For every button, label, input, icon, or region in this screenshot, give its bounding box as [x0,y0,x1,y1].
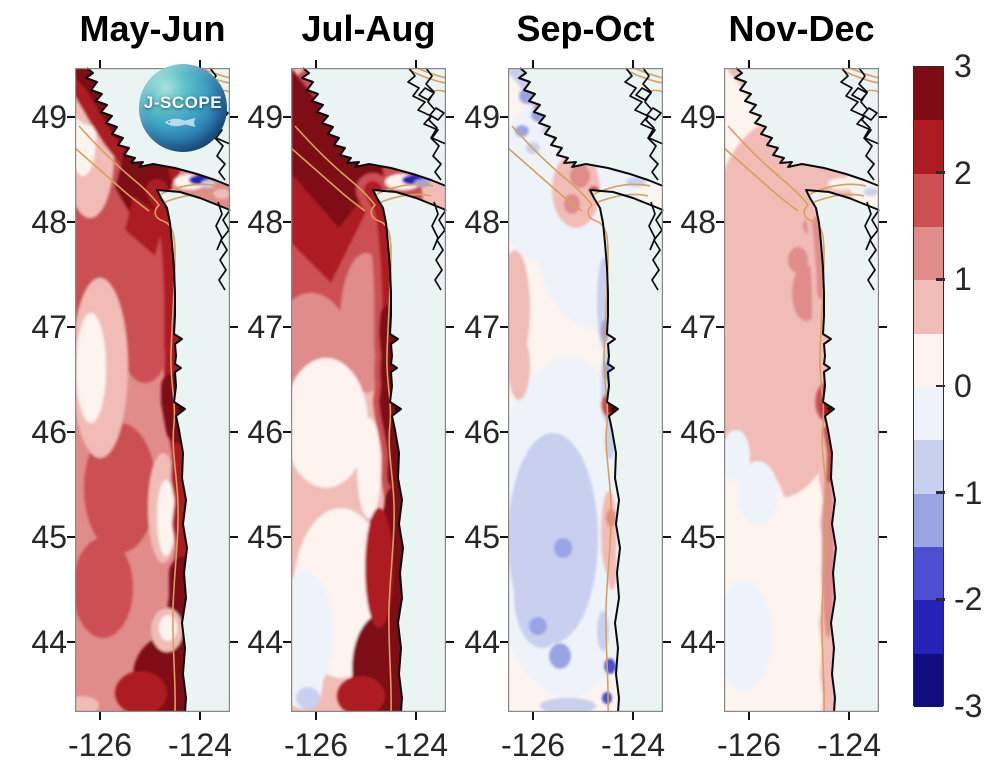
x-tick-label-lon--124: -124 [167,727,233,763]
y-tick-label-lat-45: 45 [31,519,67,555]
jscope-logo-text: J-SCOPE [143,92,223,112]
anomaly-map-svg [283,60,454,720]
colorbar-tick [936,598,945,601]
y-tick-label-lat-48: 48 [31,204,67,240]
colorbar-segment [914,547,943,601]
map-panel-sep-oct [500,60,671,720]
panel-title-sep-oct: Sep-Oct [516,8,655,49]
y-tick-label-lat-48: 48 [247,204,283,240]
axes-frame [724,68,880,712]
y-tick-label-lat-49: 49 [464,99,500,135]
x-tick-label-lon--124: -124 [816,727,882,763]
axes-frame [291,68,447,712]
axes-frame [75,68,231,712]
colorbar-tick-label-0: 0 [954,368,972,404]
y-tick-label-lat-44: 44 [247,624,283,660]
colorbar-tick-label--2: -2 [954,581,983,618]
colorbar-tick [936,171,945,174]
coastline [734,67,880,713]
y-tick-label-lat-47: 47 [680,309,716,345]
axis-ticks [716,60,887,720]
colorbar-segment [914,173,943,228]
y-tick-label-lat-44: 44 [464,624,500,660]
y-tick-label-lat-45: 45 [247,519,283,555]
y-tick-label-lat-48: 48 [464,204,500,240]
colorbar-segment [914,227,943,281]
colorbar-segment [914,67,943,121]
axis-ticks [283,60,454,720]
x-tick-label-lon--126: -126 [500,727,566,763]
y-tick-label-lat-46: 46 [247,414,283,450]
inland-waterways [611,67,664,411]
coastline [301,67,447,713]
y-tick-label-lat-46: 46 [680,414,716,450]
y-tick-label-lat-45: 45 [680,519,716,555]
colorbar-segment [914,387,943,441]
anomaly-map-svg [500,60,671,720]
colorbar-segment [914,280,943,335]
y-tick-label-lat-46: 46 [31,414,67,450]
isobath-contours [507,67,664,713]
panel-title-jul-aug: Jul-Aug [301,8,436,49]
x-tick-label-lon--124: -124 [600,727,666,763]
anomaly-map-svg [716,60,887,720]
isobath-contours [74,67,231,713]
jscope-logo: J-SCOPE [139,64,227,152]
y-tick-label-lat-49: 49 [680,99,716,135]
colorbar-tick-label-2: 2 [954,154,972,191]
isobath-contours [723,67,880,713]
inland-waterways [394,67,447,411]
map-panel-nov-dec [716,60,887,720]
colorbar-tick-label--1: -1 [954,474,983,511]
inland-waterways [827,67,880,411]
axis-ticks [67,60,238,720]
y-tick-label-lat-47: 47 [247,309,283,345]
y-tick-label-lat-45: 45 [464,519,500,555]
x-tick-label-lon--124: -124 [383,727,449,763]
y-tick-label-lat-46: 46 [464,414,500,450]
y-tick-label-lat-44: 44 [31,624,67,660]
y-tick-label-lat-47: 47 [31,309,67,345]
colorbar-tick [936,278,945,281]
colorbar-segment [914,440,943,495]
colorbar-segment [914,493,943,548]
coastline [518,67,664,713]
fish-icon [164,117,196,127]
axes-frame [508,68,664,712]
map-panel-jul-aug [283,60,454,720]
y-tick-label-lat-49: 49 [247,99,283,135]
panel-title-may-jun: May-Jun [79,8,226,49]
y-tick-label-lat-44: 44 [680,624,716,660]
colorbar-segment [914,653,943,708]
panel-title-nov-dec: Nov-Dec [728,8,875,49]
colorbar-segment [914,600,943,655]
colorbar-tick-label-1: 1 [954,261,972,298]
colorbar-segment [914,120,943,175]
y-tick-label-lat-49: 49 [31,99,67,135]
x-tick-label-lon--126: -126 [716,727,782,763]
axis-ticks [500,60,671,720]
map-panel-may-jun [67,60,238,720]
coastline [85,67,231,713]
anomaly-map-svg [67,60,238,720]
y-tick-label-lat-47: 47 [464,309,500,345]
colorbar-tick [936,384,945,388]
colorbar-tick-label--3: -3 [954,688,983,724]
y-tick-label-lat-48: 48 [680,204,716,240]
colorbar-tick-label-3: 3 [954,48,972,84]
colorbar-tick [936,491,945,494]
x-tick-label-lon--126: -126 [67,727,133,763]
x-tick-label-lon--126: -126 [283,727,349,763]
colorbar-segment [914,333,943,388]
